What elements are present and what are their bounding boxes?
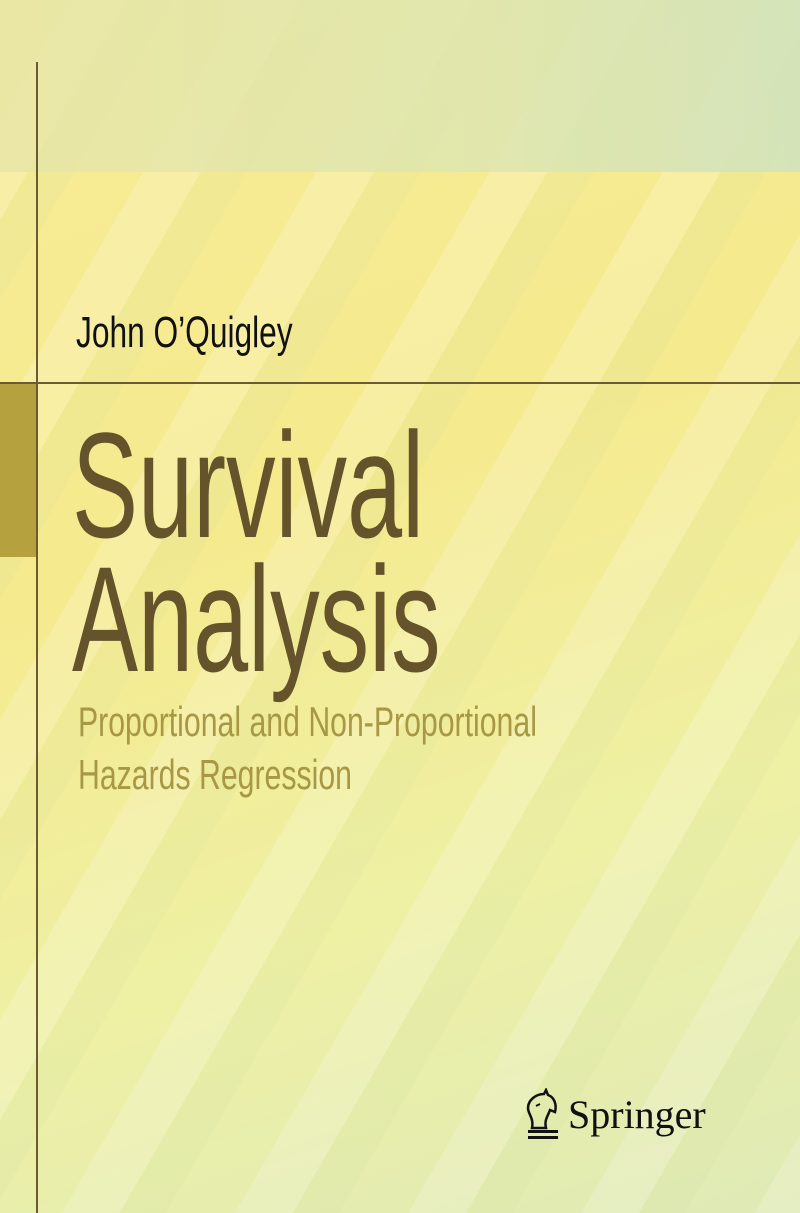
horizontal-rule	[0, 382, 800, 384]
top-band	[0, 0, 800, 172]
subtitle-line-1: Proportional and Non-Proportional	[78, 698, 537, 745]
publisher-name: Springer	[568, 1091, 706, 1137]
vertical-rule	[36, 62, 38, 1213]
title-line-1: Survival	[72, 401, 425, 569]
author-name: John O’Quigley	[76, 308, 293, 357]
publisher-logo: Springer	[524, 1088, 706, 1140]
accent-block	[0, 384, 36, 557]
title-line-2: Analysis	[72, 535, 441, 703]
subtitle-line-2: Hazards Regression	[78, 751, 352, 798]
knight-horse-icon	[526, 1088, 558, 1139]
